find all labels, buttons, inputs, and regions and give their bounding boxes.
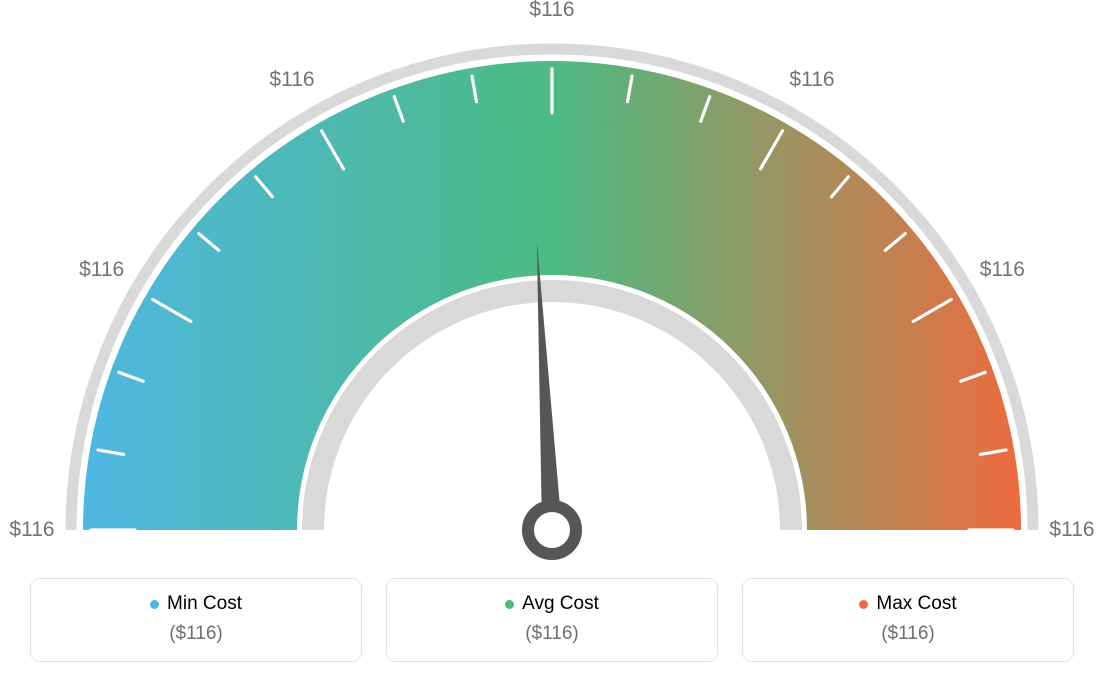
dot-icon — [859, 600, 868, 609]
gauge-tick-label: $116 — [9, 518, 54, 542]
gauge-tick-label: $116 — [529, 0, 574, 22]
dot-icon — [505, 600, 514, 609]
legend-value: ($116) — [397, 623, 707, 645]
legend-label: Max Cost — [876, 593, 956, 615]
legend-value: ($116) — [41, 623, 351, 645]
legend-value: ($116) — [753, 623, 1063, 645]
legend-label: Min Cost — [167, 593, 242, 615]
legend-card-avg: Avg Cost ($116) — [386, 578, 718, 662]
dot-icon — [150, 600, 159, 609]
cost-gauge: $116$116$116$116$116$116$116 — [30, 20, 1074, 550]
gauge-tick-label: $116 — [269, 68, 314, 92]
legend-row: Min Cost ($116) Avg Cost ($116) Max Cost… — [30, 578, 1074, 662]
gauge-tick-label: $116 — [79, 258, 124, 282]
legend-label: Avg Cost — [522, 593, 599, 615]
gauge-tick-label: $116 — [1049, 518, 1094, 542]
legend-card-max: Max Cost ($116) — [742, 578, 1074, 662]
legend-card-min: Min Cost ($116) — [30, 578, 362, 662]
gauge-tick-label: $116 — [980, 258, 1025, 282]
gauge-tick-label: $116 — [789, 68, 834, 92]
